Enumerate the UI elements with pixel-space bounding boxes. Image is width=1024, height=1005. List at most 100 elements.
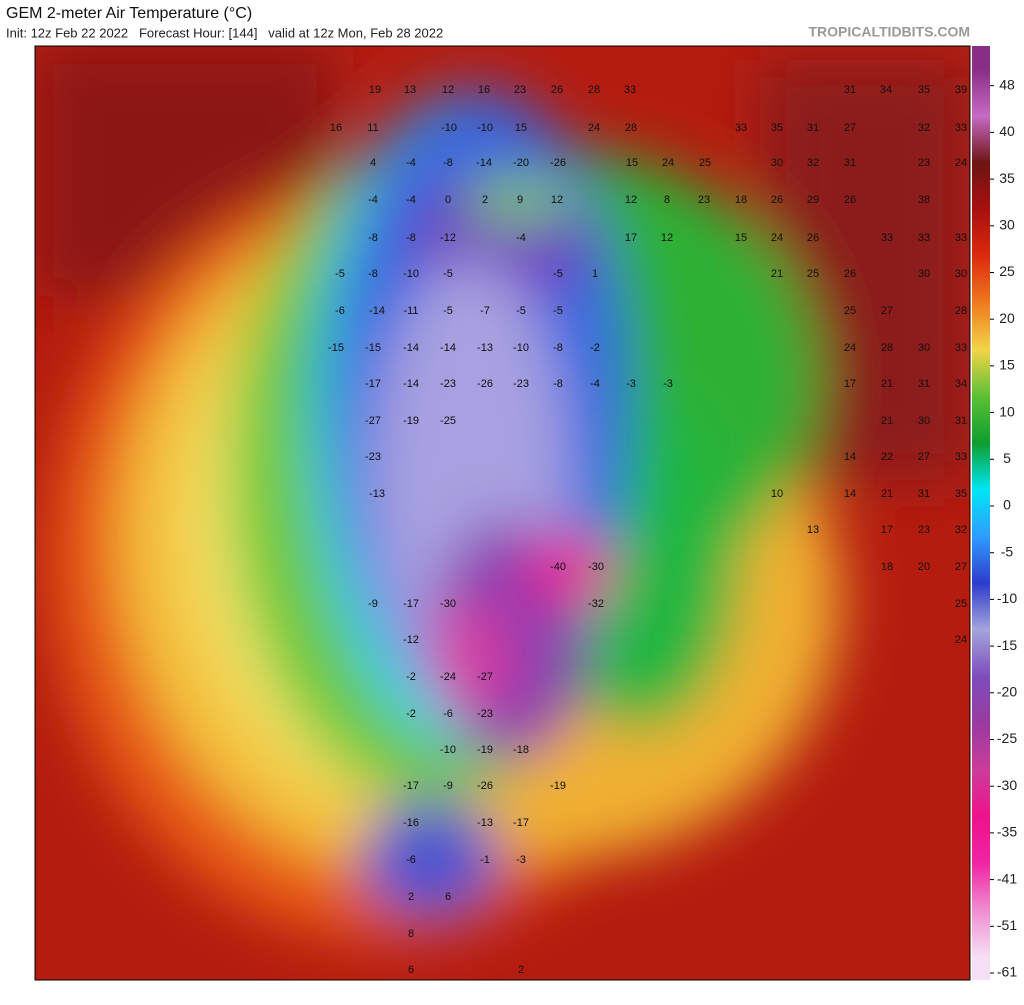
temperature-label: 13 <box>404 84 416 96</box>
temperature-label: -10 <box>440 744 456 756</box>
temperature-label: 30 <box>918 415 930 427</box>
temperature-label: 32 <box>918 122 930 134</box>
temperature-label: 8 <box>408 928 414 940</box>
colorbar <box>972 46 990 980</box>
colorbar-tick-label: -15 <box>997 637 1017 653</box>
colorbar-tick-label: -20 <box>997 683 1017 699</box>
temperature-label: 18 <box>881 561 893 573</box>
colorbar-tick-label: -30 <box>997 777 1017 793</box>
temperature-label: -5 <box>443 268 453 280</box>
colorbar-tick-label: 5 <box>1003 450 1011 466</box>
temperature-label: 12 <box>551 194 563 206</box>
temperature-label: -25 <box>440 415 456 427</box>
temperature-label: -2 <box>590 342 600 354</box>
temperature-label: 28 <box>881 342 893 354</box>
temperature-label: 33 <box>955 342 967 354</box>
temperature-label: 35 <box>955 488 967 500</box>
colorbar-tick-label: -35 <box>997 824 1017 840</box>
temperature-label: 26 <box>771 194 783 206</box>
temperature-label: -8 <box>406 232 416 244</box>
temperature-label: -8 <box>368 232 378 244</box>
temperature-label: -6 <box>406 854 416 866</box>
temperature-label: 1 <box>592 268 598 280</box>
temperature-label: -5 <box>443 305 453 317</box>
temperature-label: -26 <box>550 157 566 169</box>
temperature-label: 25 <box>699 157 711 169</box>
temperature-field <box>35 46 970 980</box>
temperature-label: 30 <box>918 268 930 280</box>
temperature-label: 13 <box>807 524 819 536</box>
temperature-label: 21 <box>881 415 893 427</box>
temperature-label: 12 <box>625 194 637 206</box>
temperature-label: -18 <box>513 744 529 756</box>
temperature-label: 2 <box>408 891 414 903</box>
temperature-label: -32 <box>588 598 604 610</box>
temperature-label: 26 <box>844 194 856 206</box>
temperature-label: 25 <box>955 598 967 610</box>
temperature-label: 35 <box>918 84 930 96</box>
temperature-label: 21 <box>881 378 893 390</box>
temperature-label: 23 <box>918 524 930 536</box>
temperature-label: 20 <box>918 561 930 573</box>
temperature-label: 24 <box>844 342 856 354</box>
temperature-label: 22 <box>881 451 893 463</box>
temperature-label: 27 <box>955 561 967 573</box>
temperature-label: 26 <box>551 84 563 96</box>
temperature-label: -2 <box>406 708 416 720</box>
temperature-label: -6 <box>335 305 345 317</box>
temperature-label: 19 <box>369 84 381 96</box>
temperature-label: 9 <box>517 194 523 206</box>
temperature-label: 34 <box>955 378 967 390</box>
temperature-label: 23 <box>698 194 710 206</box>
temperature-label: 27 <box>881 305 893 317</box>
temperature-label: 0 <box>445 194 451 206</box>
temperature-label: -15 <box>365 342 381 354</box>
temperature-label: -16 <box>403 817 419 829</box>
colorbar-tick-label: 40 <box>999 123 1015 139</box>
temperature-label: 31 <box>955 415 967 427</box>
temperature-label: 30 <box>771 157 783 169</box>
temperature-label: -14 <box>403 378 419 390</box>
temperature-label: -10 <box>441 122 457 134</box>
temperature-label: 15 <box>515 122 527 134</box>
temperature-label: 33 <box>624 84 636 96</box>
temperature-label: -23 <box>477 708 493 720</box>
temperature-label: 2 <box>482 194 488 206</box>
temperature-label: -10 <box>513 342 529 354</box>
temperature-label: -40 <box>550 561 566 573</box>
temperature-label: -8 <box>553 378 563 390</box>
temperature-label: -4 <box>590 378 600 390</box>
temperature-label: 31 <box>918 488 930 500</box>
temperature-label: 17 <box>625 232 637 244</box>
temperature-label: 2 <box>518 964 524 976</box>
temperature-label: 33 <box>918 232 930 244</box>
temperature-label: -30 <box>588 561 604 573</box>
temperature-label: -10 <box>403 268 419 280</box>
temperature-label: 31 <box>844 157 856 169</box>
source: TROPICALTIDBITS.COM <box>808 24 970 40</box>
temperature-label: -9 <box>443 780 453 792</box>
temperature-label: 34 <box>880 84 892 96</box>
temperature-label: 39 <box>955 84 967 96</box>
temperature-label: 6 <box>445 891 451 903</box>
temperature-label: 31 <box>807 122 819 134</box>
temperature-label: -5 <box>335 268 345 280</box>
temperature-label: -27 <box>477 671 493 683</box>
temperature-label: 8 <box>664 194 670 206</box>
temperature-label: -2 <box>406 671 416 683</box>
temperature-label: 12 <box>661 232 673 244</box>
colorbar-tick-label: 10 <box>999 403 1015 419</box>
temperature-label: -17 <box>365 378 381 390</box>
temperature-label: 24 <box>588 122 600 134</box>
temperature-label: -15 <box>328 342 344 354</box>
temperature-label: -23 <box>513 378 529 390</box>
temperature-label: -19 <box>550 780 566 792</box>
temperature-label: 26 <box>807 232 819 244</box>
temperature-label: -17 <box>403 598 419 610</box>
temperature-label: 15 <box>626 157 638 169</box>
temperature-label: -11 <box>403 305 418 317</box>
temperature-label: 6 <box>408 964 414 976</box>
temperature-label: 16 <box>330 122 342 134</box>
